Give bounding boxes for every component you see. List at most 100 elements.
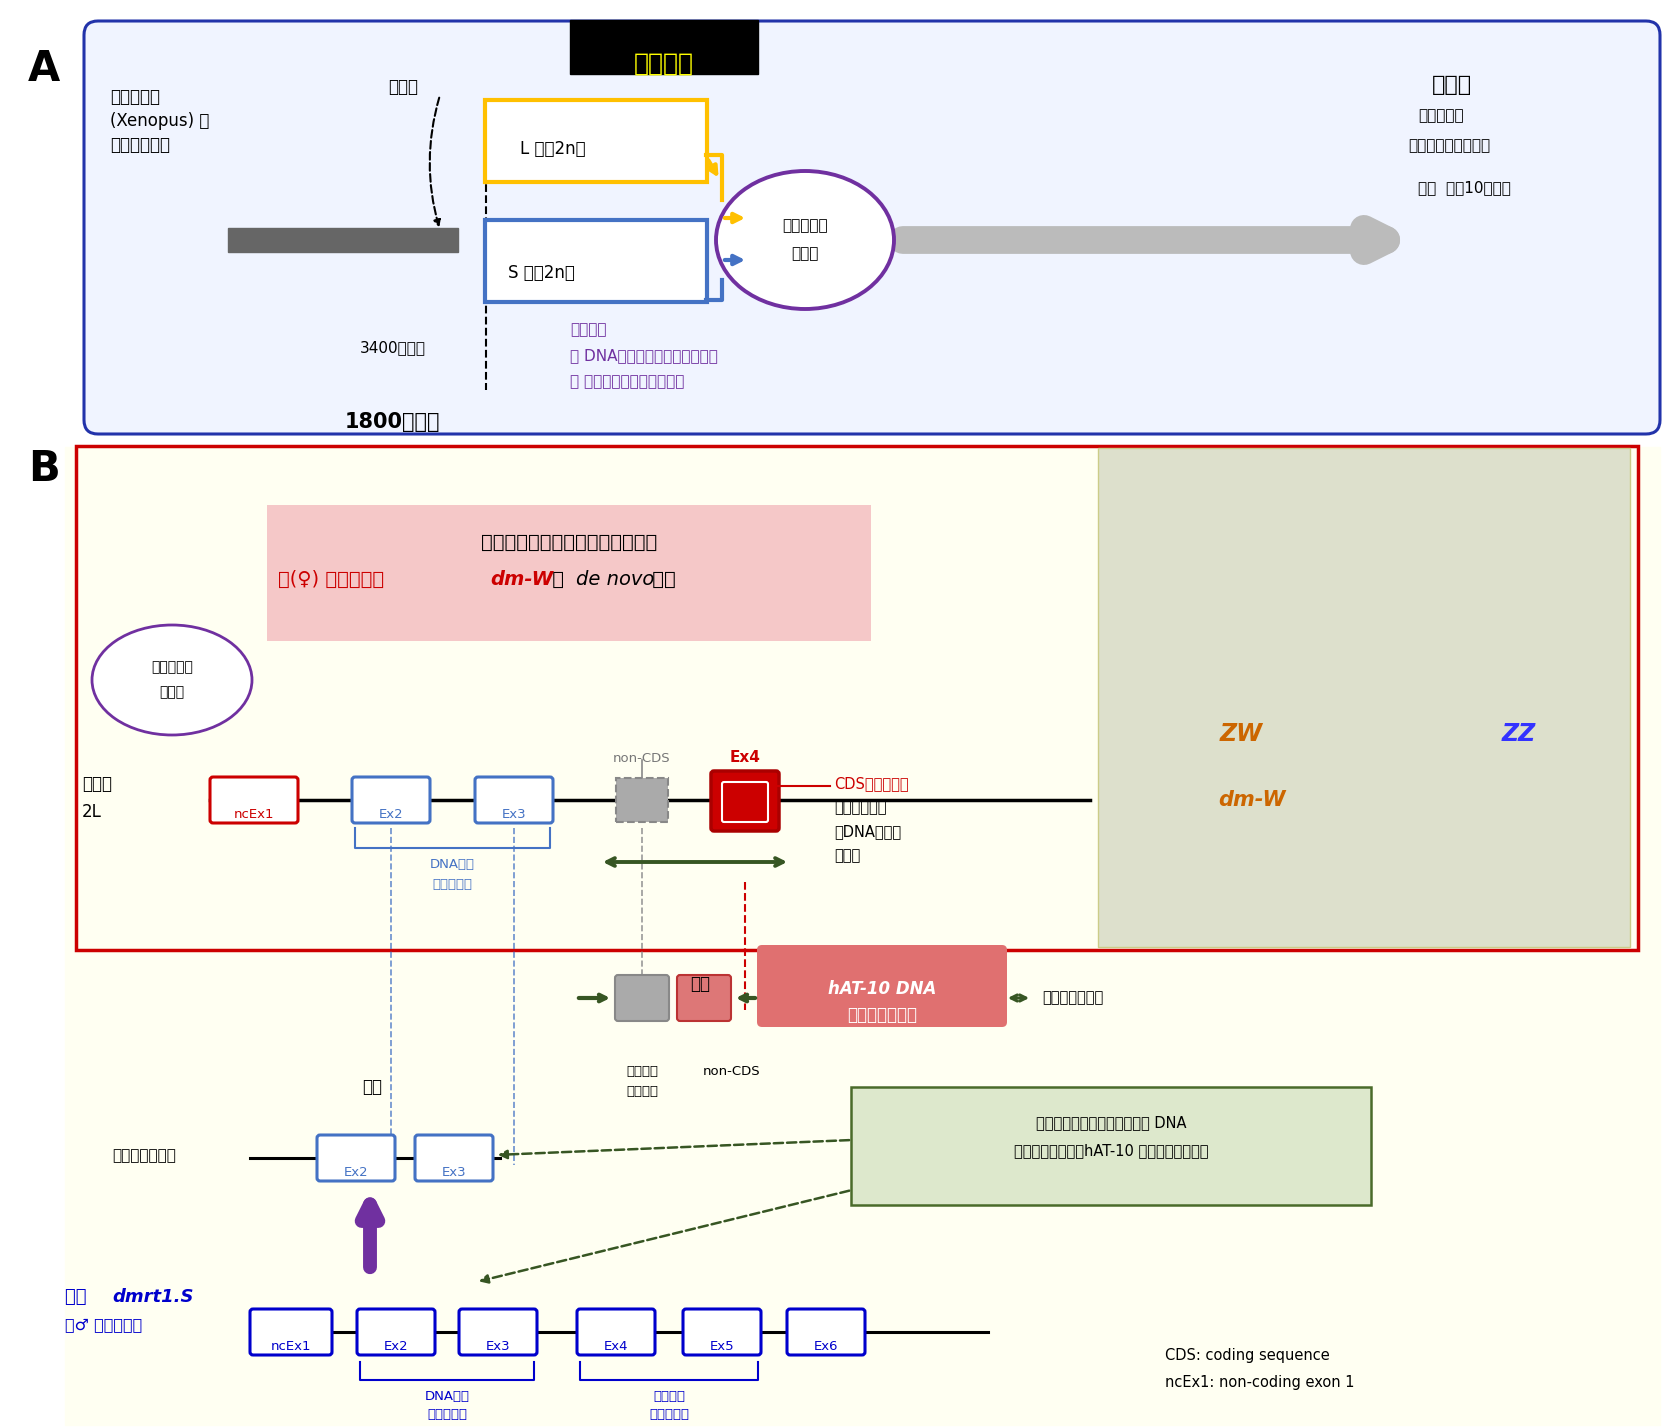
Text: CDS: coding sequence: CDS: coding sequence (1165, 1349, 1329, 1363)
Text: 3400万年前: 3400万年前 (359, 340, 426, 355)
Text: 誕生: 誕生 (645, 569, 675, 589)
FancyBboxPatch shape (415, 1134, 493, 1182)
Text: 異種交配に伴うゲノム内主要 DNA: 異種交配に伴うゲノム内主要 DNA (1035, 1114, 1185, 1130)
Text: ＊ DNAトランスポゾンの活性化: ＊ DNAトランスポゾンの活性化 (570, 348, 717, 362)
Text: de novo: de novo (575, 569, 654, 589)
Text: トランス: トランス (625, 1065, 659, 1077)
Text: Ex6: Ex6 (814, 1340, 838, 1353)
Text: DNA結合: DNA結合 (425, 1390, 470, 1403)
Text: S 種（2n）: S 種（2n） (508, 264, 575, 283)
FancyBboxPatch shape (1099, 448, 1630, 948)
FancyBboxPatch shape (475, 776, 553, 823)
FancyBboxPatch shape (268, 505, 871, 641)
Text: Ex2: Ex2 (344, 1166, 368, 1179)
Text: ポゼース: ポゼース (625, 1085, 659, 1097)
FancyBboxPatch shape (677, 975, 731, 1020)
Text: ツメガエル: ツメガエル (110, 88, 161, 106)
Ellipse shape (92, 625, 252, 735)
Text: 異種交配: 異種交配 (634, 51, 694, 76)
FancyBboxPatch shape (757, 945, 1007, 1027)
Text: 異質四倍体: 異質四倍体 (782, 218, 828, 233)
FancyBboxPatch shape (251, 1309, 333, 1356)
Text: 1800万年前: 1800万年前 (344, 412, 440, 432)
Text: Ex3: Ex3 (502, 808, 527, 821)
FancyBboxPatch shape (460, 1309, 537, 1356)
Text: 転移: 転移 (691, 975, 711, 993)
Text: 現在  など10数種）: 現在 など10数種） (1418, 180, 1511, 195)
Bar (65, 447, 1660, 1426)
FancyBboxPatch shape (577, 1309, 655, 1356)
Text: トランスポゾン（hAT-10 を含む）の活性化: トランスポゾン（hAT-10 を含む）の活性化 (1013, 1143, 1209, 1157)
Ellipse shape (716, 171, 895, 310)
FancyBboxPatch shape (485, 100, 707, 183)
Text: Ex2: Ex2 (383, 1340, 408, 1353)
Text: アフリカツメガエル: アフリカツメガエル (1408, 138, 1490, 153)
Text: Ex4: Ex4 (729, 751, 761, 765)
Text: 種分化: 種分化 (388, 78, 418, 96)
Text: 領域コード: 領域コード (649, 1408, 689, 1421)
Text: 逆方向反復配列: 逆方向反復配列 (1042, 990, 1104, 1005)
FancyBboxPatch shape (75, 447, 1639, 950)
Text: Ex2: Ex2 (378, 808, 403, 821)
Text: non-CDS: non-CDS (702, 1065, 761, 1077)
FancyBboxPatch shape (682, 1309, 761, 1356)
Text: トランスポゾンを介したキメラ型: トランスポゾンを介したキメラ型 (482, 534, 657, 552)
Text: トランスポゾン: トランスポゾン (848, 1006, 916, 1025)
Text: Ex5: Ex5 (709, 1340, 734, 1353)
FancyBboxPatch shape (358, 1309, 435, 1356)
Text: 領域コード: 領域コード (426, 1408, 466, 1421)
Text: ZZ: ZZ (1501, 722, 1537, 746)
Text: （DNA結合能: （DNA結合能 (834, 823, 901, 839)
Text: ncEx1: ncEx1 (234, 808, 274, 821)
FancyBboxPatch shape (318, 1134, 395, 1182)
Text: B: B (28, 448, 60, 489)
Bar (227, 228, 458, 253)
FancyBboxPatch shape (485, 220, 707, 303)
Text: dmrt1.S: dmrt1.S (112, 1289, 194, 1306)
Text: dm-W: dm-W (1217, 791, 1286, 811)
FancyBboxPatch shape (711, 771, 779, 831)
Text: ZW: ZW (1221, 722, 1262, 746)
Text: CDSへ分子進化: CDSへ分子進化 (834, 776, 908, 791)
FancyBboxPatch shape (615, 975, 669, 1020)
FancyBboxPatch shape (788, 1309, 864, 1356)
FancyBboxPatch shape (211, 776, 298, 823)
Text: A: A (28, 49, 60, 90)
Text: ncEx1: non-coding exon 1: ncEx1: non-coding exon 1 (1165, 1376, 1354, 1390)
Text: 部分重複・挿入: 部分重複・挿入 (112, 1147, 176, 1163)
Text: 異種交配: 異種交配 (570, 323, 607, 337)
Text: 領域コード: 領域コード (431, 878, 472, 890)
Text: Ex4: Ex4 (604, 1340, 629, 1353)
Text: 2L: 2L (82, 803, 102, 821)
Text: （現存種：: （現存種： (1418, 108, 1463, 123)
Text: ：新機能獲得: ：新機能獲得 (834, 801, 886, 815)
Text: 性(♀) 決定遺伝子: 性(♀) 決定遺伝子 (278, 569, 390, 589)
Text: DNA結合: DNA結合 (430, 858, 475, 870)
Text: Ex3: Ex3 (485, 1340, 510, 1353)
Text: 促進）: 促進） (834, 848, 861, 863)
Text: 祖先: 祖先 (65, 1289, 92, 1306)
Text: （♂ 化遺伝子）: （♂ 化遺伝子） (65, 1319, 142, 1333)
Text: L 種（2n）: L 種（2n） (520, 140, 585, 158)
FancyBboxPatch shape (615, 778, 669, 822)
FancyBboxPatch shape (84, 21, 1660, 434)
Text: ncEx1: ncEx1 (271, 1340, 311, 1353)
Text: non-CDS: non-CDS (614, 752, 670, 765)
Text: (Xenopus) 属: (Xenopus) 属 (110, 111, 209, 130)
Text: hAT-10 DNA: hAT-10 DNA (828, 980, 936, 997)
FancyBboxPatch shape (722, 782, 767, 822)
Text: 祖先種: 祖先種 (791, 245, 819, 261)
Text: 祖先種: 祖先種 (159, 685, 184, 699)
Text: の: の (547, 569, 570, 589)
Text: ＊ 決定システムの不安定化: ＊ 決定システムの不安定化 (570, 374, 684, 390)
Text: 二倍体祖先種: 二倍体祖先種 (110, 136, 171, 154)
Text: Ex3: Ex3 (441, 1166, 466, 1179)
Text: dm-W: dm-W (490, 569, 553, 589)
Text: 異質四倍体: 異質四倍体 (150, 661, 192, 674)
FancyBboxPatch shape (851, 1087, 1371, 1204)
FancyBboxPatch shape (353, 776, 430, 823)
Text: 染色体: 染色体 (82, 775, 112, 793)
Text: 種分化: 種分化 (1431, 76, 1471, 96)
Bar (570, 20, 757, 74)
Text: 転移: 転移 (363, 1077, 381, 1096)
